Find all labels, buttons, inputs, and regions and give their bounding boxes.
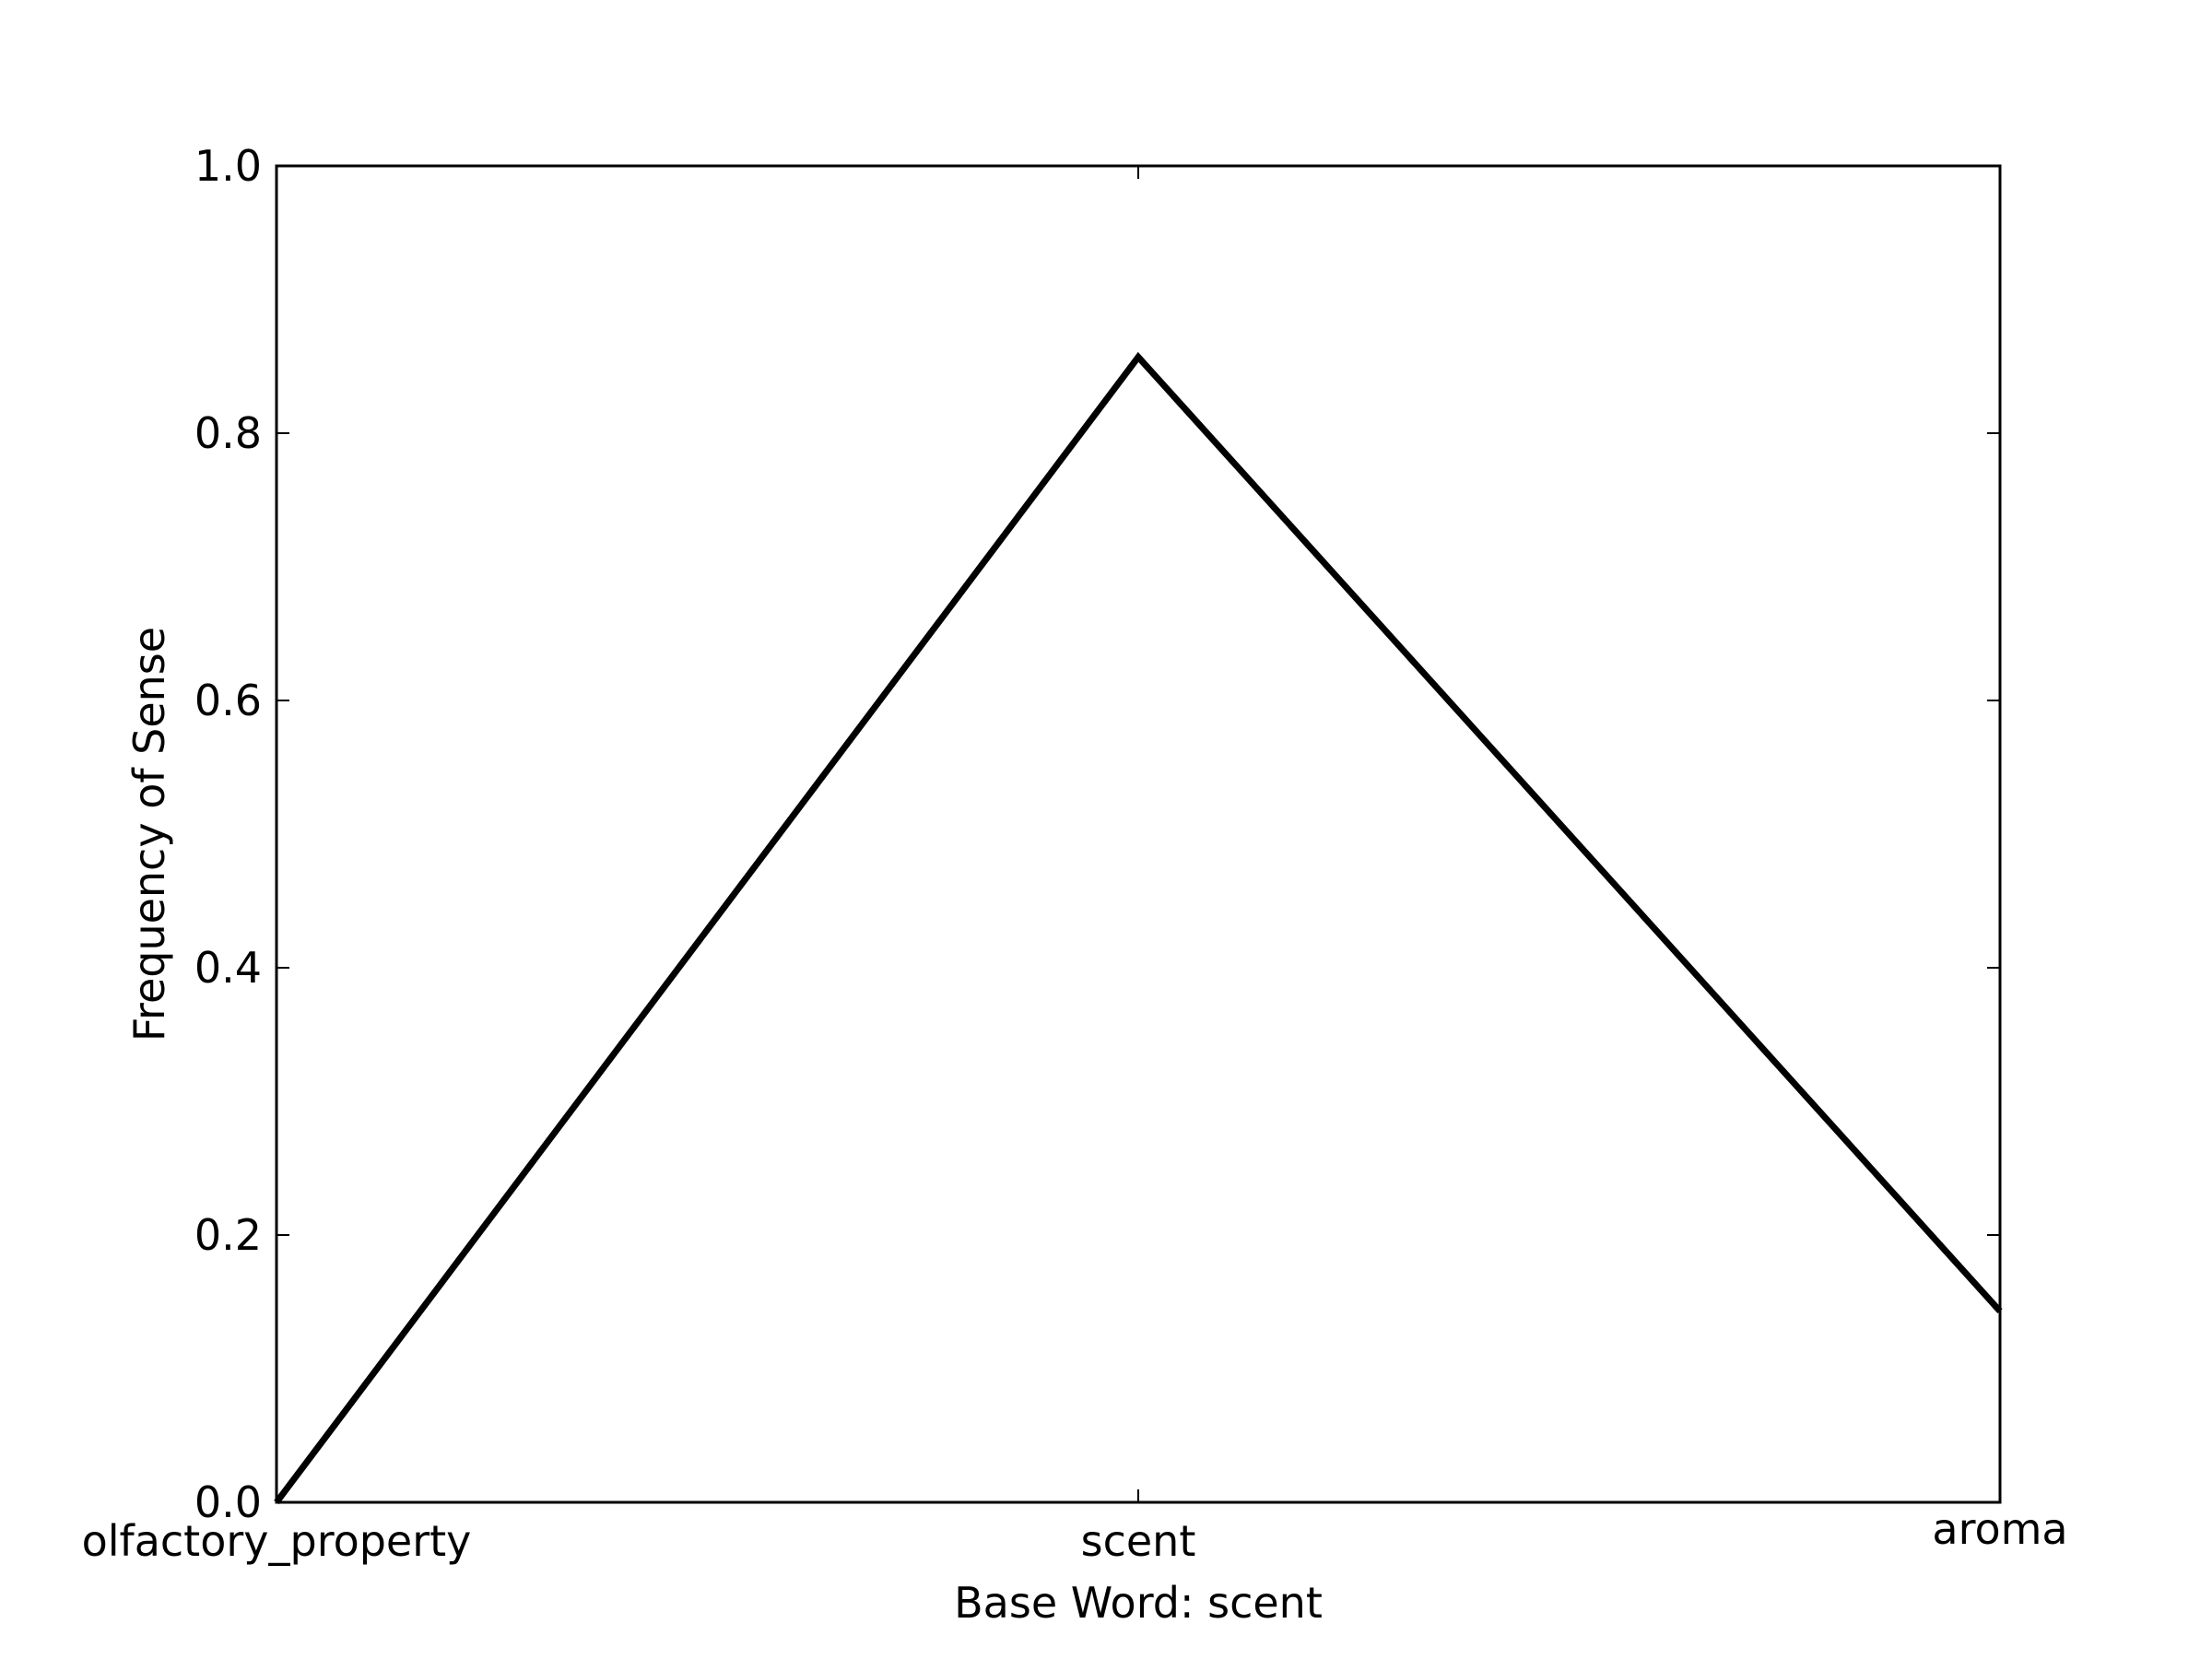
plot-area	[276, 166, 2000, 1502]
y-axis-label: Frequency of Sense	[124, 627, 174, 1041]
series-line	[274, 351, 2003, 1505]
y-tick-label: 0.0	[194, 1477, 262, 1527]
x-tick-label: olfactory_property	[82, 1516, 472, 1566]
y-tick-label: 0.8	[194, 408, 262, 458]
x-axis-label: Base Word: scent	[954, 1578, 1323, 1628]
x-tick-label: aroma	[1932, 1504, 2067, 1554]
x-tick-label: scent	[1081, 1516, 1196, 1566]
y-tick-label: 1.0	[194, 141, 262, 191]
y-tick-label: 0.4	[194, 943, 262, 993]
y-tick-label: 0.2	[194, 1210, 262, 1260]
y-tick-label: 0.6	[194, 676, 262, 725]
tick-labels-layer: 0.0 0.2 0.4 0.6 0.8 1.0 olfactory_property scen…	[82, 141, 2068, 1566]
plot-frame	[275, 164, 2002, 1504]
series-layer	[274, 351, 2003, 1505]
